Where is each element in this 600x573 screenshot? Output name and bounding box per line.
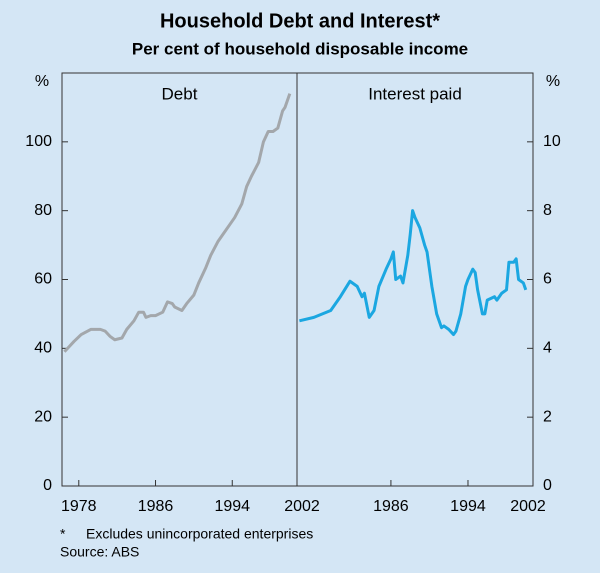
y-tick-label: 10 <box>543 133 561 150</box>
source: Source: ABS <box>60 544 139 560</box>
x-tick-label: 1978 <box>61 498 97 515</box>
chart-title: Household Debt and Interest* <box>160 10 440 32</box>
x-tick-label: 1994 <box>214 498 250 515</box>
y-tick-label: 2 <box>543 408 552 425</box>
y-tick-label: 6 <box>543 271 552 288</box>
y-tick-label: 60 <box>34 271 52 288</box>
data-line <box>63 93 292 353</box>
y-unit: % <box>35 73 49 90</box>
x-tick-label: 2002 <box>284 498 320 515</box>
y-tick-label: 40 <box>34 340 52 357</box>
y-tick-label: 0 <box>543 477 552 494</box>
x-tick-label: 1986 <box>138 498 174 515</box>
x-tick-label: 1994 <box>450 498 486 515</box>
y-tick-label: 4 <box>543 340 552 357</box>
y-tick-label: 80 <box>34 202 52 219</box>
footnote-text: Excludes unincorporated enterprises <box>86 526 313 542</box>
x-tick-label: 1986 <box>373 498 409 515</box>
y-tick-label: 100 <box>25 133 52 150</box>
y-tick-label: 0 <box>43 477 52 494</box>
panel-title: Debt <box>162 84 198 103</box>
footnote-marker: * <box>60 526 66 542</box>
data-line <box>299 209 528 337</box>
x-tick-label: 2002 <box>510 498 546 515</box>
y-tick-label: 8 <box>543 202 552 219</box>
y-unit: % <box>546 73 560 90</box>
chart-subtitle: Per cent of household disposable income <box>132 39 468 58</box>
panel-title: Interest paid <box>368 84 462 103</box>
y-tick-label: 20 <box>34 408 52 425</box>
